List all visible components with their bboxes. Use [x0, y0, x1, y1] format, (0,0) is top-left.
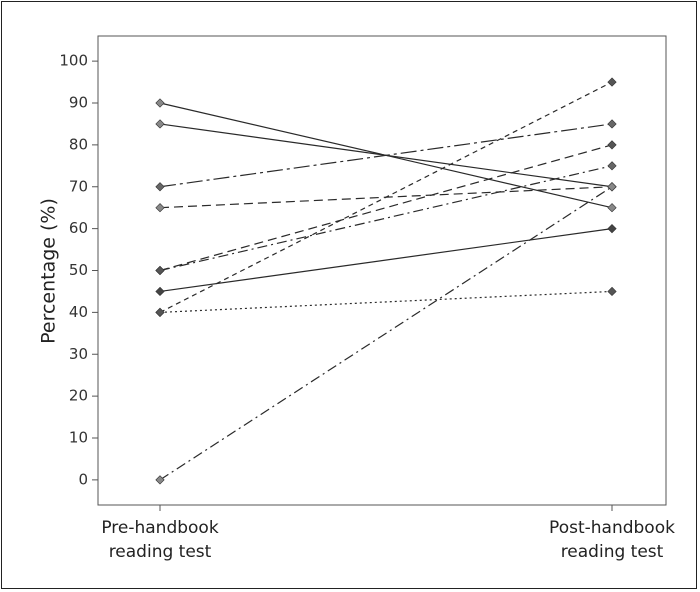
data-point-marker — [155, 203, 165, 213]
y-axis: 0 10 20 30 40 50 60 70 80 90 100 — [59, 52, 98, 488]
y-tick-label: 80 — [69, 135, 88, 153]
data-point-marker — [607, 140, 617, 150]
series-line — [159, 228, 613, 293]
data-point-marker — [155, 265, 165, 276]
plot-area-border — [97, 35, 667, 506]
y-tick-label: 100 — [59, 52, 88, 70]
y-axis-title: Percentage (%) — [38, 198, 60, 344]
data-point-marker — [607, 224, 617, 234]
data-markers — [155, 77, 617, 485]
x-category-label: reading test — [109, 542, 212, 562]
series-line — [159, 144, 613, 272]
y-tick-label: 0 — [78, 470, 88, 488]
data-point-marker — [155, 286, 165, 297]
series-line — [159, 123, 613, 188]
data-point-marker — [607, 182, 617, 192]
y-tick-label: 20 — [69, 387, 88, 405]
y-tick-label: 10 — [69, 429, 88, 447]
y-tick-label: 60 — [69, 219, 88, 237]
x-category-label: reading test — [561, 542, 664, 562]
series-lines — [159, 81, 613, 481]
data-point-marker — [155, 475, 165, 485]
data-point-marker — [607, 286, 617, 297]
series-line — [159, 81, 613, 313]
x-category-label: Pre-handbook — [101, 518, 219, 538]
y-tick-label: 70 — [69, 177, 88, 195]
data-point-marker — [607, 203, 617, 213]
series-line — [159, 290, 613, 313]
y-tick-label: 30 — [69, 345, 88, 363]
series-line — [159, 186, 613, 481]
data-point-marker — [155, 98, 165, 108]
y-tick-label: 90 — [69, 94, 88, 112]
series-line — [159, 165, 613, 272]
data-point-marker — [155, 307, 165, 317]
data-point-marker — [607, 119, 617, 129]
data-point-marker — [155, 119, 165, 129]
x-axis: Pre-handbook reading test Post-handbook rea… — [101, 505, 675, 562]
y-tick-label: 40 — [69, 303, 88, 321]
data-point-marker — [155, 182, 165, 192]
x-category-label: Post-handbook — [549, 518, 675, 538]
data-point-marker — [607, 77, 617, 87]
y-tick-label: 50 — [69, 261, 88, 279]
data-point-marker — [607, 161, 617, 171]
